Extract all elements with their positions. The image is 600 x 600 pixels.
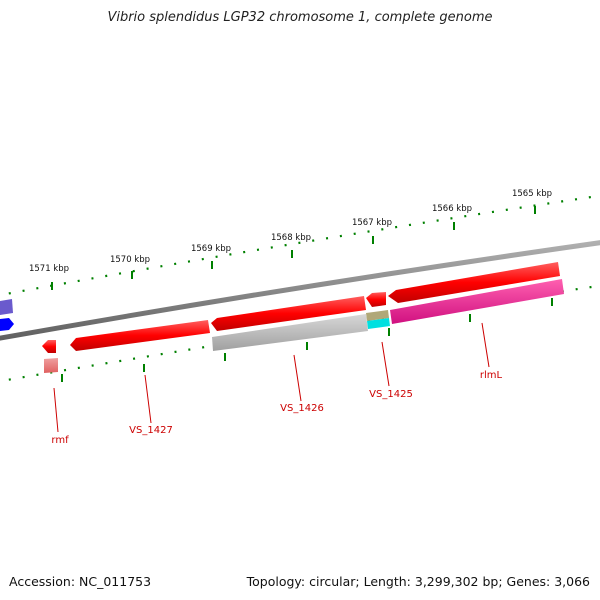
gene-VS_1425-tan[interactable] [366,310,389,321]
gene-label-VS_1427[interactable]: VS_1427 [129,425,173,436]
gene-label-rlmL[interactable]: rlmL [480,370,503,381]
upper-ruler: 1571 kbp 1570 kbp 1569 kbp 1568 kbp 1567… [0,189,600,297]
gene-rlmL-cds[interactable] [388,262,560,303]
ruler-tick-label: 1566 kbp [432,204,472,214]
gene-VS_1425-cds[interactable] [366,292,386,307]
leader-line [381,341,390,387]
gene-rmf[interactable] [44,358,58,373]
leader-line [293,354,302,402]
ruler-tick-label: 1565 kbp [512,189,552,199]
gene-rlmL[interactable] [390,279,564,324]
gene-VS_1426[interactable] [212,314,368,351]
gene-VS_1425-cyan[interactable] [367,318,390,329]
gene-rmf-cds[interactable] [42,340,56,353]
partial-gene-purple[interactable] [0,299,13,315]
map-title: Vibrio splendidus LGP32 chromosome 1, co… [107,10,493,25]
gene-label-VS_1425[interactable]: VS_1425 [369,389,413,400]
ruler-tick-label: 1568 kbp [271,233,311,243]
gene-VS_1426-cds[interactable] [211,296,366,331]
ruler-tick-label: 1567 kbp [352,218,392,228]
accession-text: Accession: NC_011753 [9,574,152,589]
ruler-tick-label: 1571 kbp [29,264,69,274]
gene-label-rmf[interactable]: rmf [51,435,69,446]
ruler-tick-label: 1569 kbp [191,244,231,254]
upper-ruler-dots [0,194,600,297]
ruler-tick-label: 1570 kbp [110,255,150,265]
gene-VS_1427-cds[interactable] [70,320,210,351]
leader-line [481,322,490,368]
partial-gene-blue[interactable] [0,318,14,331]
genome-summary-text: Topology: circular; Length: 3,299,302 bp… [246,574,590,589]
chromosome-backbone [0,240,600,341]
leader-line [144,374,152,424]
leader-line [53,387,59,433]
gene-label-VS_1426[interactable]: VS_1426 [280,403,324,414]
